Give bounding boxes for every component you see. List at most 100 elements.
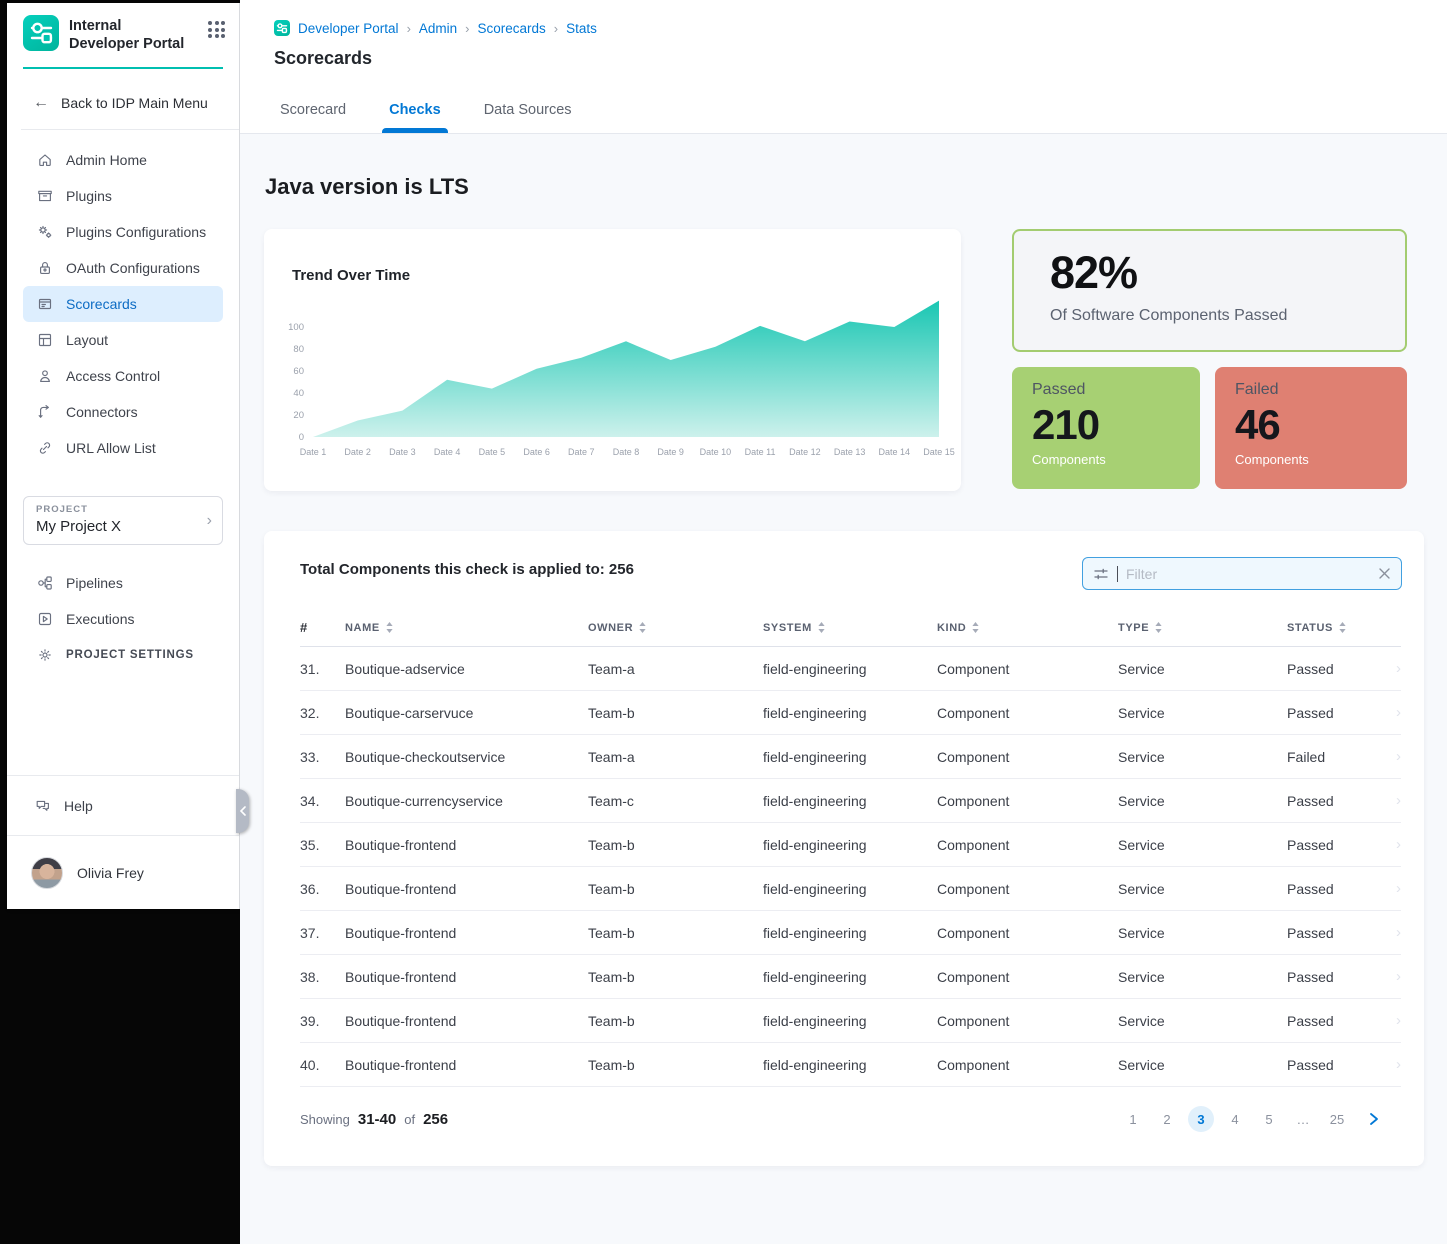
column-label: NAME — [345, 621, 380, 634]
cell-name: Boutique-adservice — [345, 660, 465, 677]
help-item[interactable]: Help — [7, 775, 239, 835]
table-row[interactable]: 32. Boutique-carservuce Team-b field-engine… — [300, 691, 1401, 735]
page-button-5[interactable]: 5 — [1265, 1111, 1273, 1127]
user-profile[interactable]: Olivia Frey — [7, 835, 239, 909]
showing-label: Showing — [300, 1111, 350, 1127]
project-nav: Pipelines Executions PROJECT SETTINGS — [7, 565, 239, 673]
page-button-3[interactable]: 3 — [1188, 1106, 1214, 1132]
cell-type: Service — [1118, 924, 1165, 941]
column-header-type[interactable]: TYPE — [1118, 622, 1287, 634]
sidebar-item-layout[interactable]: Layout — [23, 322, 223, 358]
tab-data-sources[interactable]: Data Sources — [483, 102, 572, 118]
table-row[interactable]: 40. Boutique-frontend Team-b field-engineer… — [300, 1043, 1401, 1087]
brand-line1: Internal — [69, 18, 122, 34]
close-icon[interactable] — [1378, 567, 1391, 580]
sidebar-item-admin-home[interactable]: Admin Home — [23, 142, 223, 178]
column-header-: # — [300, 620, 345, 635]
table-row[interactable]: 34. Boutique-currencyservice Team-c field-e… — [300, 779, 1401, 823]
project-selector[interactable]: PROJECT My Project X › — [23, 496, 223, 545]
table-row[interactable]: 33. Boutique-checkoutservice Team-a field-e… — [300, 735, 1401, 779]
tab-checks[interactable]: Checks — [382, 102, 448, 133]
sidebar-item-plugins[interactable]: Plugins — [23, 178, 223, 214]
x-tick-label: Date 5 — [479, 447, 506, 457]
cell-system: field-engineering — [763, 792, 867, 809]
next-page-button[interactable] — [1368, 1112, 1380, 1126]
sort-icon — [1339, 622, 1346, 633]
filter-sliders-icon — [1094, 568, 1108, 579]
sidebar-item-url-allow-list[interactable]: URL Allow List — [23, 430, 223, 466]
sort-icon — [1155, 622, 1162, 633]
cell-status: Passed › — [1287, 1012, 1401, 1029]
sidebar-collapse-handle[interactable] — [236, 789, 249, 833]
column-label: TYPE — [1118, 621, 1150, 634]
cell-system: field-engineering — [763, 1012, 867, 1029]
main-header: Developer Portal Admin Scorecards Stats Sco… — [240, 0, 1447, 134]
sidebar-item-connectors[interactable]: Connectors — [23, 394, 223, 430]
table-title: Total Components this check is applied t… — [300, 561, 634, 578]
column-header-name[interactable]: NAME — [345, 622, 588, 634]
page-button-1[interactable]: 1 — [1129, 1111, 1137, 1127]
column-header-owner[interactable]: OWNER — [588, 622, 763, 634]
table-row[interactable]: 31. Boutique-adservice Team-a field-enginee… — [300, 647, 1401, 691]
cell-num: 31. — [300, 660, 320, 677]
brand-title: Internal Developer Portal — [69, 15, 184, 53]
x-tick-label: Date 14 — [879, 447, 911, 457]
project-label: PROJECT — [36, 504, 88, 515]
sidebar-item-label: OAuth Configurations — [66, 260, 200, 276]
column-header-kind[interactable]: KIND — [937, 622, 1118, 634]
sidebar-item-label: Plugins Configurations — [66, 224, 207, 240]
cell-system: field-engineering — [763, 1056, 867, 1073]
sidebar-item-executions[interactable]: Executions — [23, 601, 223, 637]
y-tick-label: 80 — [293, 344, 304, 355]
table-row[interactable]: 39. Boutique-frontend Team-b field-engineer… — [300, 999, 1401, 1043]
cell-kind: Component — [937, 836, 1010, 853]
cell-type: Service — [1118, 1056, 1165, 1073]
passed-value: 210 — [1032, 401, 1100, 448]
table-row[interactable]: 36. Boutique-frontend Team-b field-engineer… — [300, 867, 1401, 911]
cell-system: field-engineering — [763, 660, 867, 677]
layout-icon — [37, 332, 53, 348]
breadcrumb: Developer Portal Admin Scorecards Stats — [274, 20, 597, 36]
row-chevron-icon: › — [1396, 924, 1401, 941]
trend-chart-card: Trend Over Time 0 20 40 60 80 100 Date 1 Date 2… — [264, 229, 961, 491]
arrow-left-icon: ← — [33, 94, 49, 111]
back-to-idp-link[interactable]: ← Back to IDP Main Menu — [7, 83, 239, 123]
filter-input[interactable] — [1126, 565, 1370, 582]
breadcrumb-item-developer-portal[interactable]: Developer Portal — [298, 20, 399, 36]
text-cursor — [1117, 565, 1118, 582]
table-row[interactable]: 35. Boutique-frontend Team-b field-engineer… — [300, 823, 1401, 867]
breadcrumb-item-stats[interactable]: Stats — [554, 21, 597, 36]
content: Java version is LTS Trend Over Time 0 20 4… — [240, 134, 1447, 1244]
chevron-right-icon: › — [206, 512, 212, 529]
sidebar-item-oauth-configurations[interactable]: OAuth Configurations — [23, 250, 223, 286]
cell-system: field-engineering — [763, 968, 867, 985]
sidebar-item-pipelines[interactable]: Pipelines — [23, 565, 223, 601]
page-button-4[interactable]: 4 — [1231, 1111, 1239, 1127]
table-row[interactable]: 37. Boutique-frontend Team-b field-engineer… — [300, 911, 1401, 955]
sidebar-item-plugins-configurations[interactable]: Plugins Configurations — [23, 214, 223, 250]
gear-icon — [37, 647, 53, 663]
page-button-25[interactable]: 25 — [1329, 1111, 1345, 1127]
tab-scorecard[interactable]: Scorecard — [280, 102, 347, 118]
sidebar-item-label: PROJECT SETTINGS — [66, 649, 194, 661]
sidebar-bottom: Help Olivia Frey — [7, 775, 239, 909]
page-button-2[interactable]: 2 — [1163, 1111, 1171, 1127]
cell-num: 38. — [300, 968, 320, 985]
column-header-system[interactable]: SYSTEM — [763, 622, 937, 634]
row-chevron-icon: › — [1396, 968, 1401, 985]
breadcrumb-item-scorecards[interactable]: Scorecards — [465, 21, 546, 36]
breadcrumb-item-admin[interactable]: Admin — [407, 21, 457, 36]
column-header-status[interactable]: STATUS — [1287, 622, 1401, 634]
x-tick-label: Date 15 — [923, 447, 955, 457]
sidebar-item-project-settings[interactable]: PROJECT SETTINGS — [23, 637, 223, 673]
apps-grid-icon[interactable] — [208, 21, 225, 38]
trend-area — [313, 300, 939, 437]
status-text: Passed — [1287, 880, 1334, 897]
column-label: # — [300, 620, 308, 635]
cell-owner: Team-b — [588, 968, 635, 985]
sidebar-item-access-control[interactable]: Access Control — [23, 358, 223, 394]
sidebar-item-scorecards[interactable]: Scorecards — [23, 286, 223, 322]
cell-kind: Component — [937, 748, 1010, 765]
table-row[interactable]: 38. Boutique-frontend Team-b field-engineer… — [300, 955, 1401, 999]
cell-name: Boutique-frontend — [345, 880, 457, 897]
